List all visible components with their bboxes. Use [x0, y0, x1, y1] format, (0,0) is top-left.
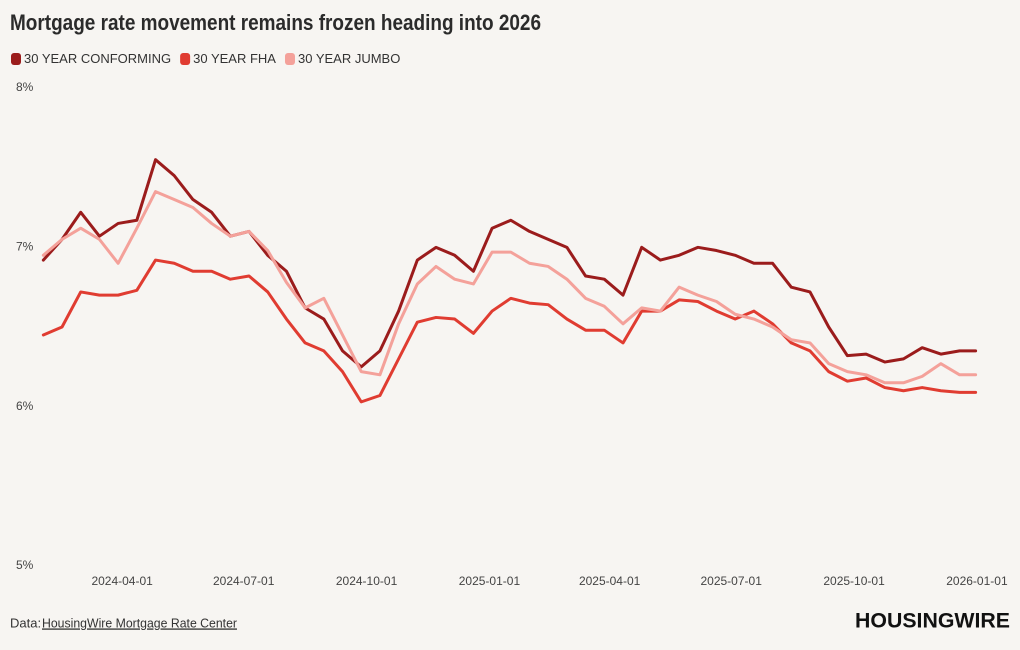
x-tick-label: 2024-04-01 — [91, 574, 153, 588]
legend-swatch — [180, 53, 191, 65]
source-prefix: Data: — [10, 615, 41, 630]
y-tick-label: 5% — [16, 558, 34, 572]
legend-swatch — [284, 53, 295, 65]
x-tick-label: 2024-07-01 — [213, 574, 275, 588]
series-line — [41, 190, 978, 385]
x-tick-label: 2025-10-01 — [823, 574, 885, 588]
legend-label: 30 YEAR CONFORMING — [24, 51, 171, 66]
brand-logo: HOUSINGWIRE — [855, 610, 1010, 633]
x-tick-label: 2026-01-01 — [946, 574, 1008, 588]
legend-swatch — [11, 53, 21, 65]
y-tick-label: 8% — [16, 80, 34, 94]
chart-title: Mortgage rate movement remains frozen he… — [10, 10, 541, 35]
series-line — [41, 258, 978, 404]
x-tick-label: 2025-01-01 — [459, 574, 521, 588]
series-line — [41, 158, 978, 369]
y-tick-label: 7% — [16, 240, 34, 254]
legend-label: 30 YEAR FHA — [193, 51, 276, 66]
legend-label: 30 YEAR JUMBO — [298, 51, 400, 66]
x-tick-label: 2024-10-01 — [336, 574, 398, 588]
y-tick-label: 6% — [16, 399, 34, 413]
source-link[interactable]: HousingWire Mortgage Rate Center — [42, 615, 238, 630]
x-tick-label: 2025-07-01 — [700, 574, 762, 588]
x-tick-label: 2025-04-01 — [579, 574, 641, 588]
